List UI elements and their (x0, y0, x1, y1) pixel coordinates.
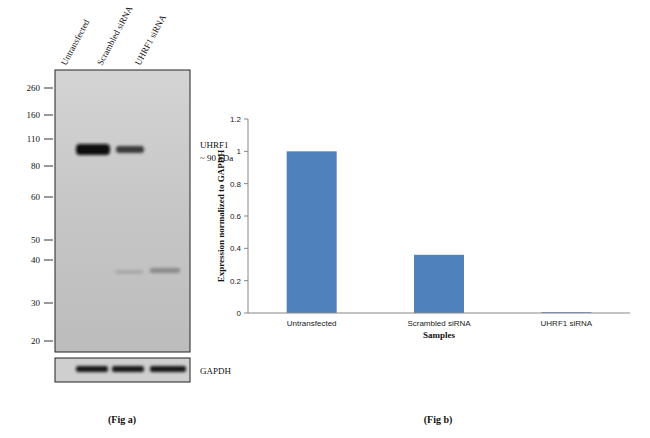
marker-tick (44, 341, 53, 342)
y-tick-label: 0.8 (230, 180, 242, 189)
x-tick-label: UHRF1 siRNA (541, 319, 593, 328)
marker-label: 260 (27, 83, 41, 93)
target-label: UHRF1 (200, 140, 229, 150)
y-axis (248, 119, 249, 313)
bar (414, 255, 464, 313)
y-tick (244, 248, 248, 249)
bars (287, 151, 592, 313)
y-tick (244, 183, 248, 184)
marker-label: 60 (31, 192, 41, 202)
faint-band (150, 268, 180, 273)
y-tick (244, 313, 248, 314)
y-tick-label: 0.4 (230, 244, 242, 253)
caption: (Fig b) (424, 414, 453, 426)
y-tick-label: 1.2 (230, 115, 242, 124)
faint-band (115, 270, 143, 274)
y-tick-label: 0.6 (230, 212, 242, 221)
marker-tick (44, 88, 53, 89)
loading-strip (55, 358, 190, 382)
marker-tick (44, 303, 53, 304)
y-tick (244, 216, 248, 217)
y-tick-label: 0 (237, 309, 242, 318)
marker-tick (44, 240, 53, 241)
marker-label: 110 (27, 134, 41, 144)
lane-label: Untransfected (59, 17, 92, 67)
x-tick-label: Scrambled siRNA (407, 319, 471, 328)
y-tick-label: 1 (237, 147, 242, 156)
x-tick-label: Untransfected (287, 319, 337, 328)
band (76, 144, 110, 155)
marker-tick (44, 166, 53, 167)
blot-membrane (55, 70, 190, 352)
y-tick (244, 151, 248, 152)
y-tick (244, 280, 248, 281)
lane-label: Scrambled siRNA (95, 4, 135, 67)
bar (287, 151, 337, 313)
marker-label: 50 (31, 235, 41, 245)
gapdh-band (112, 366, 144, 372)
band (116, 146, 144, 153)
figure-root: UntransfectedScrambled siRNAUHRF1 siRNA2… (0, 0, 650, 438)
western-blot: UntransfectedScrambled siRNAUHRF1 siRNA 2… (27, 4, 234, 426)
marker-tick (44, 139, 53, 140)
y-tick (244, 119, 248, 120)
loading-label: GAPDH (200, 366, 232, 376)
caption: (Fig a) (108, 414, 136, 426)
x-axis-label: Samples (423, 330, 456, 340)
marker-label: 160 (27, 110, 41, 120)
marker-label: 30 (31, 298, 41, 308)
marker-label: 40 (31, 255, 41, 265)
lane-label: UHRF1 siRNA (133, 13, 168, 67)
y-axis-label: Expression normalized to GAPDH (216, 150, 226, 283)
marker-label: 20 (31, 336, 41, 346)
marker-tick (44, 115, 53, 116)
gapdh-band (150, 366, 186, 372)
marker-tick (44, 197, 53, 198)
bar-chart: 0 0.2 0.4 0.6 0.8 1 1.2 Untransfected Scrambled … (216, 115, 630, 426)
marker-tick (44, 260, 53, 261)
y-tick-label: 0.2 (230, 277, 242, 286)
gapdh-band (76, 366, 108, 372)
x-axis (248, 313, 630, 314)
canvas: UntransfectedScrambled siRNAUHRF1 siRNA2… (0, 0, 650, 438)
marker-label: 80 (31, 161, 41, 171)
